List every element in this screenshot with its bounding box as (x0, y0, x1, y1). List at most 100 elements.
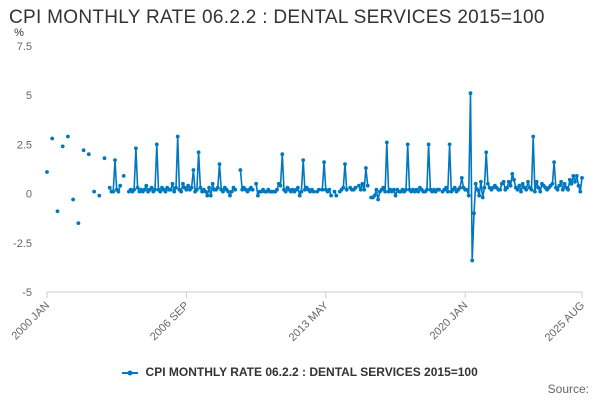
data-point[interactable] (344, 187, 349, 192)
data-point[interactable] (170, 181, 175, 186)
data-point[interactable] (175, 134, 180, 139)
data-point[interactable] (475, 187, 480, 192)
data-point[interactable] (353, 185, 358, 190)
data-point[interactable] (362, 187, 367, 192)
data-point[interactable] (195, 187, 199, 192)
data-point[interactable] (557, 183, 562, 188)
data-point[interactable] (479, 179, 483, 184)
data-point[interactable] (538, 189, 543, 194)
data-point[interactable] (283, 189, 288, 194)
data-point[interactable] (506, 179, 511, 184)
data-point[interactable] (458, 185, 462, 190)
data-point[interactable] (228, 193, 232, 198)
data-point[interactable] (376, 197, 380, 202)
data-point[interactable] (447, 142, 452, 147)
data-point[interactable] (404, 187, 408, 192)
data-point[interactable] (526, 179, 530, 184)
data-point[interactable] (163, 189, 168, 194)
data-point[interactable] (116, 189, 121, 194)
data-point[interactable] (226, 189, 231, 194)
data-point[interactable] (498, 187, 502, 192)
data-point[interactable] (191, 168, 196, 172)
data-point[interactable] (508, 183, 513, 188)
data-point[interactable] (256, 193, 260, 198)
data-point[interactable] (580, 176, 584, 180)
data-point[interactable] (573, 179, 577, 184)
data-point[interactable] (520, 181, 525, 186)
data-point[interactable] (208, 193, 213, 198)
data-point[interactable] (205, 193, 210, 198)
data-point[interactable] (311, 189, 316, 194)
data-point[interactable] (107, 185, 112, 190)
data-point[interactable] (571, 174, 576, 178)
data-point[interactable] (365, 183, 370, 188)
data-point[interactable] (172, 189, 177, 194)
data-point[interactable] (86, 152, 91, 157)
data-point[interactable] (343, 162, 347, 167)
data-point[interactable] (425, 187, 429, 192)
data-point[interactable] (278, 183, 283, 188)
data-point[interactable] (154, 142, 159, 147)
data-point[interactable] (393, 193, 398, 198)
data-point[interactable] (566, 187, 570, 192)
data-point[interactable] (512, 177, 516, 182)
data-point[interactable] (515, 187, 520, 192)
data-point[interactable] (113, 158, 117, 163)
data-point[interactable] (102, 156, 107, 161)
data-point[interactable] (437, 187, 441, 192)
data-point[interactable] (250, 187, 255, 192)
data-point[interactable] (317, 187, 321, 192)
data-point[interactable] (383, 189, 387, 194)
data-point[interactable] (459, 176, 464, 180)
data-point[interactable] (341, 185, 346, 190)
data-point[interactable] (482, 185, 487, 190)
data-point[interactable] (203, 189, 208, 194)
data-point[interactable] (132, 187, 137, 192)
data-point[interactable] (501, 179, 506, 184)
data-point[interactable] (357, 183, 361, 188)
data-point[interactable] (254, 181, 258, 186)
data-point[interactable] (320, 187, 325, 192)
data-point[interactable] (529, 187, 534, 192)
data-point[interactable] (299, 189, 304, 194)
data-point[interactable] (550, 181, 555, 186)
data-point[interactable] (186, 183, 191, 188)
data-point[interactable] (364, 166, 368, 170)
data-point[interactable] (297, 193, 302, 198)
data-point[interactable] (196, 150, 201, 155)
data-point[interactable] (465, 187, 469, 192)
data-point[interactable] (505, 185, 509, 190)
data-point[interactable] (569, 181, 574, 186)
data-point[interactable] (444, 185, 448, 190)
data-point[interactable] (60, 144, 65, 149)
data-point[interactable] (466, 193, 471, 198)
data-point[interactable] (217, 162, 222, 167)
data-point[interactable] (360, 181, 365, 186)
data-point[interactable] (168, 187, 173, 192)
data-point[interactable] (153, 187, 157, 192)
data-point[interactable] (391, 187, 396, 192)
data-point[interactable] (111, 189, 116, 194)
data-point[interactable] (221, 189, 225, 194)
data-point[interactable] (486, 181, 490, 186)
data-point[interactable] (207, 185, 212, 190)
data-point[interactable] (50, 136, 55, 141)
data-point[interactable] (280, 152, 285, 157)
data-point[interactable] (426, 142, 431, 147)
data-point[interactable] (576, 183, 581, 188)
data-point[interactable] (121, 174, 126, 178)
data-point[interactable] (275, 187, 279, 192)
data-point[interactable] (81, 148, 86, 153)
data-point[interactable] (534, 179, 539, 184)
data-point[interactable] (71, 197, 75, 202)
data-point[interactable] (374, 187, 379, 192)
data-point[interactable] (215, 185, 220, 190)
data-point[interactable] (144, 183, 149, 188)
data-point[interactable] (510, 172, 515, 176)
data-point[interactable] (149, 185, 154, 190)
data-point[interactable] (66, 134, 70, 139)
data-point[interactable] (384, 140, 389, 145)
data-point[interactable] (405, 142, 410, 147)
data-point[interactable] (158, 189, 163, 194)
data-point[interactable] (238, 168, 243, 172)
